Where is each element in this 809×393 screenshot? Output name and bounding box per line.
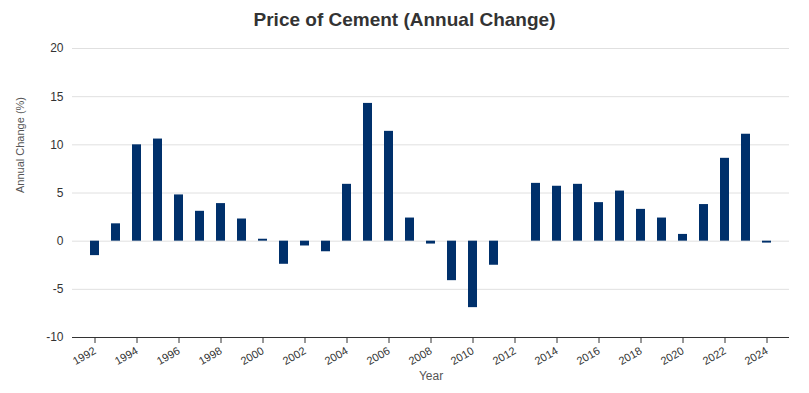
svg-text:Year: Year xyxy=(419,369,443,383)
svg-text:1998: 1998 xyxy=(197,344,224,367)
svg-text:-10: -10 xyxy=(46,330,64,344)
html-text:Price of Cement (Annual Change: Price of Cement (Annual Change) xyxy=(253,9,556,30)
svg-text:2024: 2024 xyxy=(743,344,770,367)
svg-text:5: 5 xyxy=(57,186,64,200)
svg-text:2014: 2014 xyxy=(533,344,560,367)
svg-text:2020: 2020 xyxy=(659,344,686,367)
svg-text:2008: 2008 xyxy=(407,344,434,367)
svg-text:15: 15 xyxy=(50,90,64,104)
svg-text:2000: 2000 xyxy=(239,344,266,367)
svg-text:-5: -5 xyxy=(53,282,64,296)
svg-text:2002: 2002 xyxy=(281,344,308,367)
svg-text:2012: 2012 xyxy=(491,344,518,367)
svg-text:2016: 2016 xyxy=(575,344,602,367)
svg-text:1992: 1992 xyxy=(71,344,98,367)
svg-text:1994: 1994 xyxy=(113,344,140,367)
svg-text:20: 20 xyxy=(50,41,64,55)
svg-text:2010: 2010 xyxy=(449,344,476,367)
svg-text:2018: 2018 xyxy=(617,344,644,367)
svg-text:2022: 2022 xyxy=(701,344,728,367)
svg-text:1996: 1996 xyxy=(155,344,182,367)
svg-text:10: 10 xyxy=(50,138,64,152)
svg-text:2006: 2006 xyxy=(365,344,392,367)
svg-text:Annual Change (%): Annual Change (%) xyxy=(14,97,26,193)
svg-text:2004: 2004 xyxy=(323,344,350,367)
svg-text:0: 0 xyxy=(57,234,64,248)
